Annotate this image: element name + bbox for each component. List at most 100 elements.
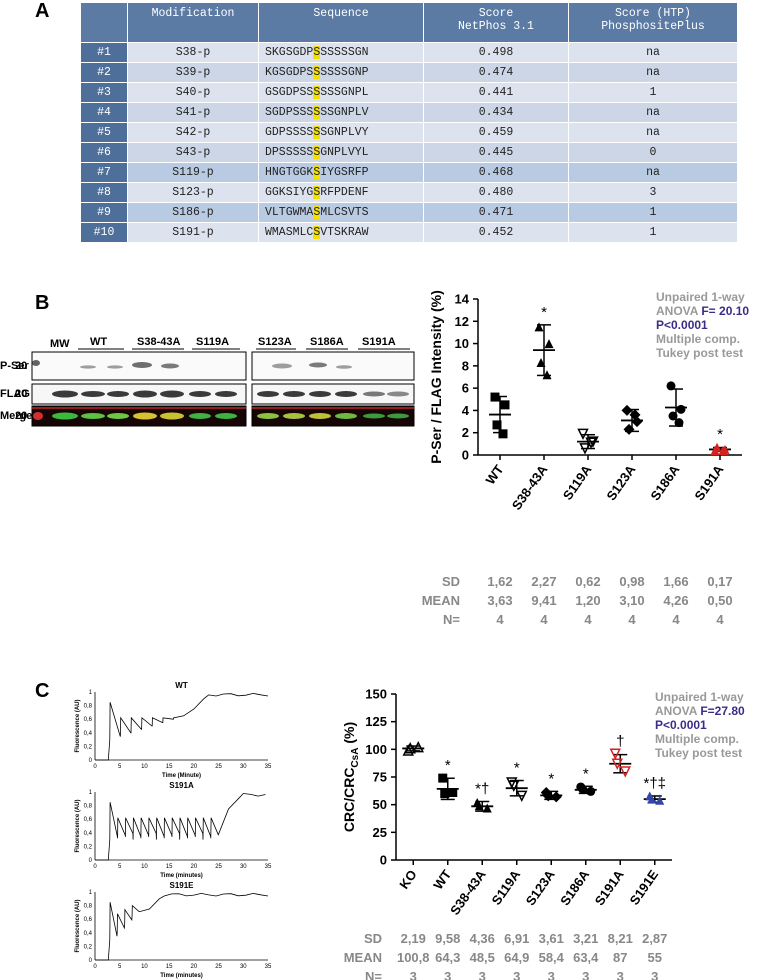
stats-value: 64,3 [435,950,460,965]
x-tick-label: S38-43A [447,867,489,918]
row-id: #5 [80,122,128,143]
significance-mark: † [616,733,624,750]
trace-x-tick-label: 10 [141,764,148,770]
trace-y-tick-label: 0,4 [84,831,93,837]
row-htp: na [568,42,738,63]
row-netphos: 0.474 [423,62,569,83]
seq-site: S [313,46,321,59]
series-S186A [574,782,597,796]
stats-value: 4 [584,612,592,627]
data-point [578,784,588,794]
seq-prefix: DPSSSSS [265,146,314,159]
data-point [712,442,722,452]
seq-prefix: GGKSIYG [265,186,314,199]
data-point [482,803,492,813]
blot-row-flag: FLAG [0,388,30,400]
stats-value: 0,98 [619,574,644,589]
trace-title: S191E [169,881,194,890]
table-header-id [80,2,128,43]
seq-site: S [313,106,321,119]
trace-x-tick-label: 0 [93,764,97,770]
stats-value: 4 [672,612,680,627]
stats-value: 4 [540,612,548,627]
seq-prefix: HNGTGGK [265,166,314,179]
y-tick-label: 0 [380,853,387,868]
x-tick-label: S191E [627,867,662,908]
data-point [542,790,554,802]
trace-y-tick-label: 0,6 [84,717,93,723]
row-netphos: 0.445 [423,142,569,163]
row-htp: na [568,122,738,143]
trace-x-tick-label: 30 [240,764,247,770]
y-tick-label: 10 [455,336,469,351]
stats-value: 3 [479,969,486,980]
y-tick-label: 0 [462,448,469,463]
blot-graphics [31,348,415,427]
data-point [666,381,676,391]
mw-label: MW [50,338,70,350]
seq-prefix: KGSGDPS [265,66,314,79]
chart-b-ann-line1: Unpaired 1-way [656,290,745,304]
chart-b-ann-line2a: ANOVA [656,304,702,318]
seq-site: S [313,206,321,219]
data-point [500,400,510,410]
stats-value: 1,62 [487,574,512,589]
data-point [490,392,500,402]
seq-prefix: VLTGWMA [265,206,314,219]
trace-line [95,793,266,861]
seq-suffix: SSSSGNP [320,66,369,79]
chart-c-ann-line2a: ANOVA [655,704,701,718]
stats-value: 100,8 [397,950,430,965]
trace-x-tick-label: 30 [240,964,247,970]
blot-row-pser: P-Ser [0,360,29,372]
chart-b-annotation: Unpaired 1-way ANOVA F= 20.10 P<0.0001 M… [656,290,749,360]
x-tick-label: S123A [523,867,558,909]
trace-y-tick-label: 0,4 [84,931,93,937]
data-point [586,786,596,796]
seq-suffix: GNPLVYL [320,146,369,159]
y-tick-label: 2 [462,425,469,440]
trace-x-tick-label: 20 [191,964,198,970]
y-tick-label: 12 [455,314,469,329]
data-point [611,758,623,770]
series-S191E [643,791,666,805]
x-tick-label: WT [483,462,507,487]
series-KO [402,740,425,756]
trace-x-tick-label: 15 [166,964,173,970]
stats-value: 3,63 [487,593,512,608]
chart-b-ann-fstat: F= 20.10 [701,304,750,318]
seq-site: S [313,126,321,139]
data-point [647,794,657,804]
series-S191A [609,748,632,778]
series-S191A [709,442,731,456]
row-htp: na [568,162,738,183]
trace-x-tick-label: 35 [265,964,272,970]
chart-b-ann-line5: Tukey post test [656,346,744,360]
chart-c-annotation: Unpaired 1-way ANOVA F=27.80 P<0.0001 Mu… [655,690,745,760]
data-point [587,436,599,448]
x-tick-label: WT [430,867,454,892]
data-point [674,418,684,428]
blot-group-s123a: S123A [258,336,292,348]
data-point [609,748,621,760]
stats-value: 55 [648,950,662,965]
stats-label: MEAN [422,593,460,608]
table-header-sequence: Sequence [258,2,424,43]
row-htp: 3 [568,182,738,203]
trace-x-label: Time (Minute) [162,773,201,779]
seq-suffix: IYGSRFP [320,166,369,179]
seq-site: S [313,186,321,199]
stats-label: SD [442,574,460,589]
panel-label-c: C [35,680,50,702]
data-point [629,409,641,421]
stats-value: 1,20 [575,593,600,608]
trace-x-tick-label: 10 [141,864,148,870]
y-tick-label: 8 [462,358,469,373]
blot-group-s38-43a: S38-43A [137,336,181,348]
x-tick-label: S186A [647,462,682,504]
stats-value: 0,17 [707,574,732,589]
y-tick-label: 125 [365,714,387,729]
stats-value: 48,5 [470,950,495,965]
trace-x-tick-label: 0 [93,964,97,970]
